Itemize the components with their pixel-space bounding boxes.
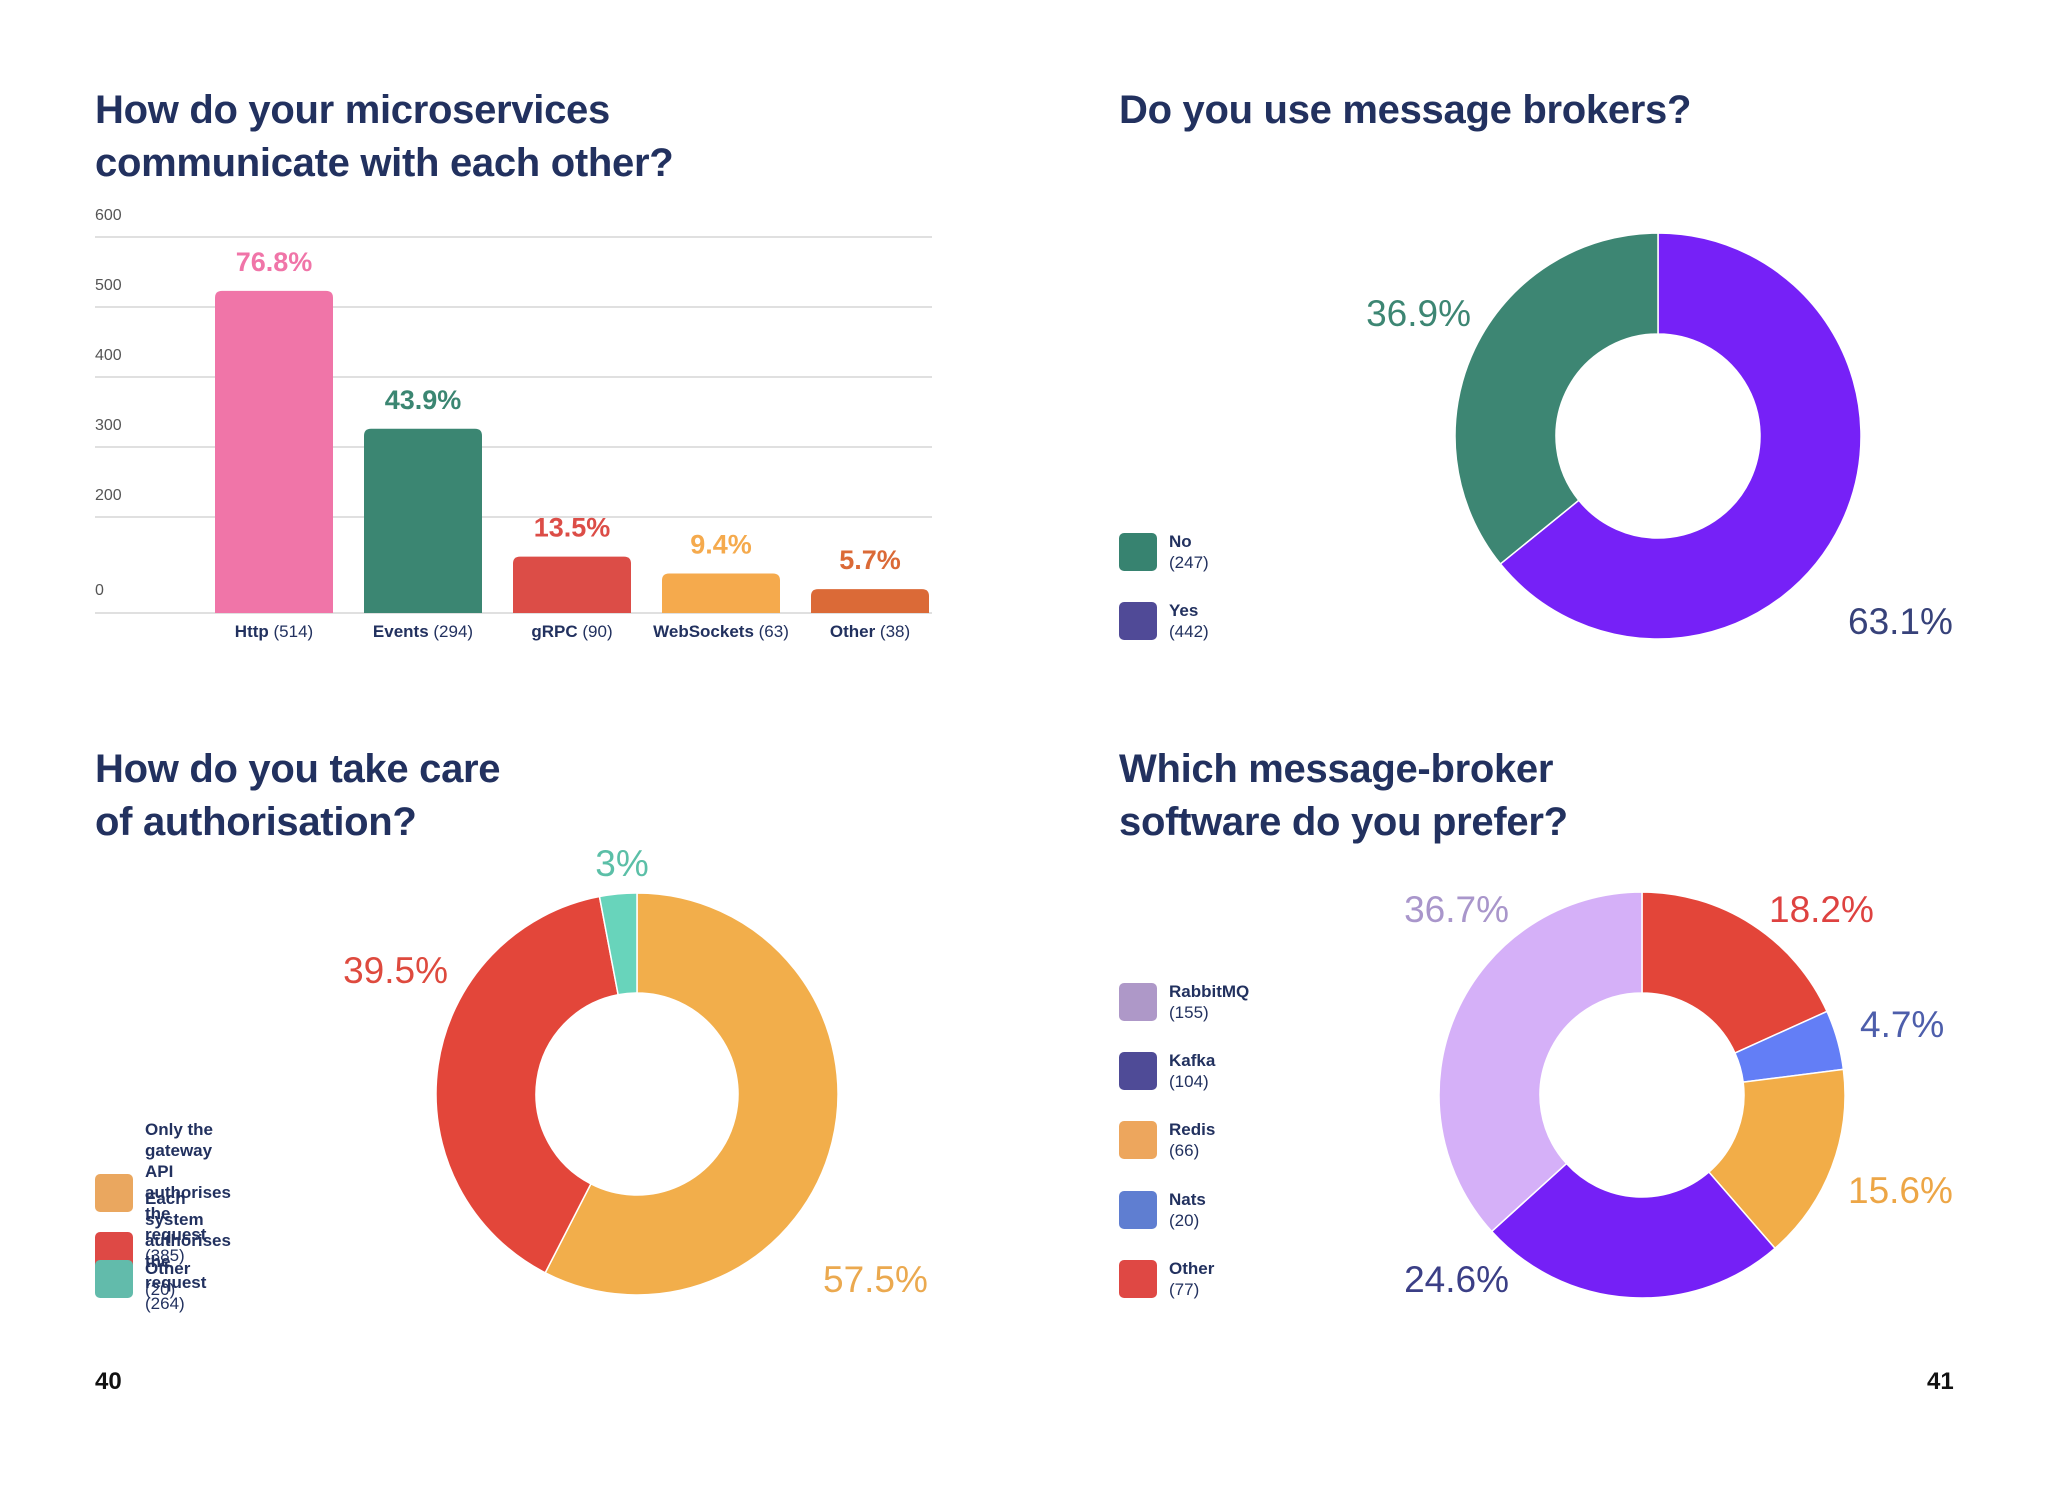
legend-label: Only the gateway API authorises the reque…	[145, 1120, 231, 1265]
legend-item: Nats (20)	[1119, 1189, 1206, 1231]
legend-swatch	[1119, 602, 1157, 640]
pie-slice	[1454, 232, 1659, 565]
slice-percent-label: 36.9%	[1366, 293, 1471, 334]
legend-item: Other (77)	[1119, 1258, 1214, 1300]
legend-item: No (247)	[1119, 531, 1209, 573]
legend-label: No (247)	[1169, 532, 1209, 572]
legend-item: Redis (66)	[1119, 1119, 1215, 1161]
chart-title: How do you take care of authorisation?	[95, 743, 795, 849]
legend-swatch	[1119, 1052, 1157, 1090]
slice-percent-label: 63.1%	[1848, 601, 1953, 642]
legend-swatch	[95, 1260, 133, 1298]
pie-slice	[1707, 1068, 1846, 1250]
legend-swatch	[1119, 983, 1157, 1021]
pie-slice	[1641, 891, 1828, 1054]
legend-swatch	[1119, 533, 1157, 571]
chart-title-line: Which message-broker	[1119, 747, 1554, 791]
legend-label: Other (77)	[1169, 1259, 1215, 1299]
legend-label: RabbitMQ (155)	[1169, 982, 1250, 1022]
pie-slice	[1490, 1162, 1777, 1299]
pie-slice	[598, 892, 638, 996]
slice-percent-label: 24.6%	[1404, 1259, 1509, 1300]
legend-swatch	[1119, 1121, 1157, 1159]
legend-label: Redis (66)	[1169, 1120, 1216, 1160]
chart-title-line: of authorisation?	[95, 800, 417, 844]
pie-slice	[1499, 232, 1862, 640]
slice-percent-label: 57.5%	[823, 1259, 928, 1300]
legend-item: Other (20)	[95, 1258, 190, 1300]
legend-label: Kafka (104)	[1169, 1051, 1216, 1091]
pie-slice	[544, 892, 839, 1296]
legend-swatch	[95, 1173, 133, 1212]
legend-item: Yes (442)	[1119, 600, 1209, 642]
chart-title: How do your microservices communicate wi…	[95, 84, 795, 190]
slice-percent-label: 39.5%	[343, 950, 448, 991]
legend-label: Other (20)	[145, 1259, 191, 1299]
chart-title: Do you use message brokers?	[1119, 84, 1919, 137]
slice-percent-label: 4.7%	[1860, 1004, 1944, 1045]
legend-label: Yes (442)	[1169, 601, 1209, 641]
legend-swatch	[1119, 1191, 1157, 1229]
chart-title-line: communicate with each other?	[95, 141, 674, 185]
legend-label: Each system authorises the request (264)	[145, 1189, 231, 1313]
slice-percent-label: 3%	[595, 843, 648, 884]
page-number-left: 40	[95, 1368, 122, 1395]
legend-label: Nats (20)	[1169, 1190, 1206, 1230]
pie-slice	[435, 895, 620, 1274]
slice-percent-label: 15.6%	[1848, 1170, 1953, 1211]
page-number-right: 41	[1927, 1368, 1954, 1395]
legend-item: RabbitMQ (155)	[1119, 981, 1249, 1023]
chart-title-line: Do you use message brokers?	[1119, 88, 1692, 132]
chart-title-line: software do you prefer?	[1119, 800, 1568, 844]
chart-title: Which message-broker software do you pre…	[1119, 743, 1819, 849]
slice-percent-label: 18.2%	[1769, 889, 1874, 930]
chart-title-line: How do you take care	[95, 747, 501, 791]
pie-slice	[1438, 891, 1643, 1233]
legend-item: Kafka (104)	[1119, 1050, 1215, 1092]
slice-percent-label: 36.7%	[1404, 889, 1509, 930]
legend-item: Only the gateway API authorises the reque…	[95, 1119, 231, 1266]
chart-title-line: How do your microservices	[95, 88, 610, 132]
legend-swatch	[1119, 1260, 1157, 1298]
